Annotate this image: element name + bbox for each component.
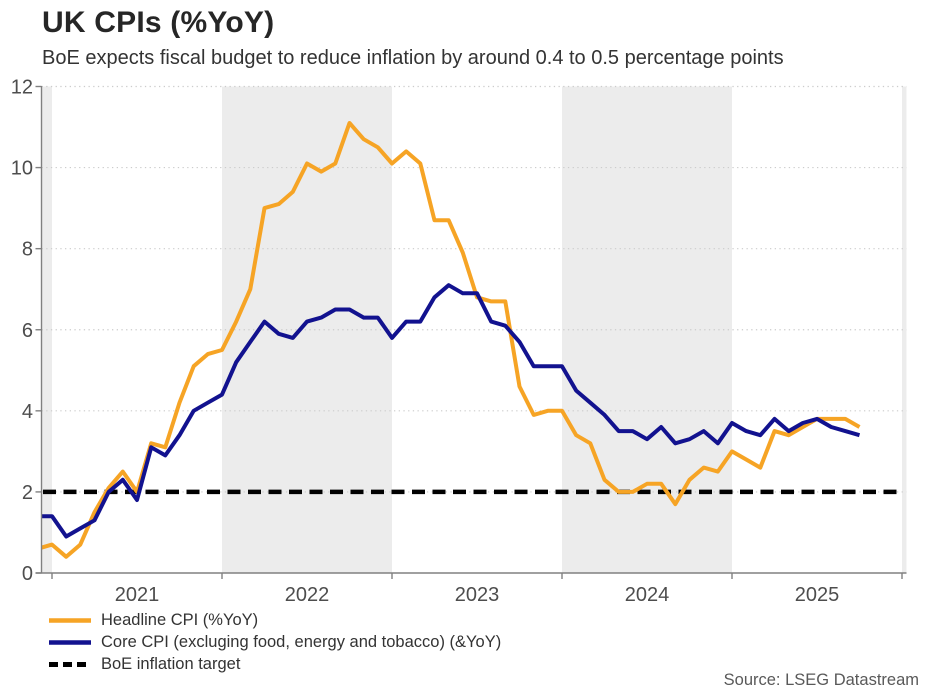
x-axis-label: 2023 [455, 584, 500, 606]
legend-item-headline: Headline CPI (%YoY) [48, 610, 501, 631]
y-axis-label: 10 [11, 158, 33, 180]
y-axis-label: 4 [22, 401, 33, 423]
legend-item-target: BoE inflation target [48, 654, 501, 675]
x-axis-label: 2024 [625, 584, 670, 606]
legend-label: BoE inflation target [101, 655, 241, 673]
x-axis-label: 2021 [115, 584, 160, 606]
y-axis-label: 8 [22, 239, 33, 261]
x-axis-label: 2022 [285, 584, 330, 606]
legend-label: Core CPI (excluging food, energy and tob… [101, 633, 502, 651]
core-cpi-line [41, 283, 861, 539]
x-axis-label: 2025 [795, 584, 840, 606]
y-axis-label: 2 [22, 482, 33, 504]
chart-subtitle: BoE expects fiscal budget to reduce infl… [42, 47, 784, 69]
page-title: UK CPIs (%YoY) [42, 6, 275, 39]
y-axis-label: 12 [11, 77, 33, 99]
target-dashed-swatch-icon [49, 662, 91, 667]
headline-line-swatch-icon [49, 618, 91, 623]
headline-cpi-line [41, 121, 861, 559]
core-line-swatch-icon [49, 640, 91, 645]
chart-legend: Headline CPI (%YoY) Core CPI (excluging … [48, 610, 501, 675]
y-axis-label: 0 [22, 563, 33, 585]
legend-item-core: Core CPI (excluging food, energy and tob… [48, 632, 501, 653]
legend-label: Headline CPI (%YoY) [101, 611, 259, 629]
alternate-year-band [902, 86, 907, 573]
y-axis-label: 6 [22, 320, 33, 342]
source-note: Source: LSEG Datastream [723, 671, 919, 689]
